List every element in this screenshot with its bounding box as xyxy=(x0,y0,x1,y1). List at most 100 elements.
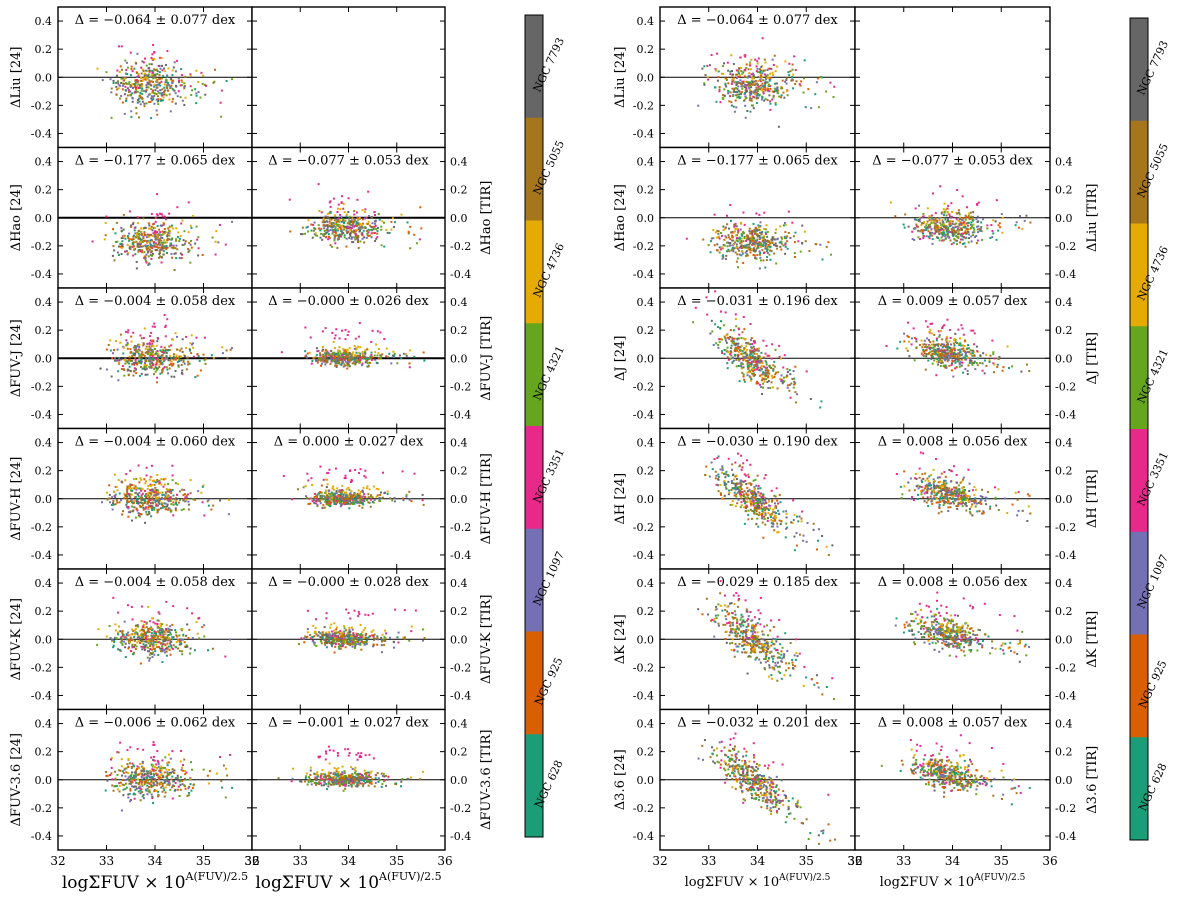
data-point xyxy=(136,788,138,790)
data-point xyxy=(118,357,120,359)
data-point xyxy=(152,652,154,654)
data-point xyxy=(165,335,167,337)
data-point xyxy=(180,222,182,224)
data-point xyxy=(359,361,361,363)
data-point xyxy=(134,253,136,255)
data-point xyxy=(139,349,141,351)
data-point xyxy=(395,782,397,784)
data-point xyxy=(121,245,123,247)
data-point xyxy=(156,345,158,347)
y-tick-label: 0.0 xyxy=(35,493,53,506)
data-point xyxy=(180,96,182,98)
data-point xyxy=(333,222,335,224)
data-point xyxy=(310,477,312,479)
data-point xyxy=(367,365,369,367)
data-point xyxy=(307,353,309,355)
data-point xyxy=(423,504,425,506)
data-point xyxy=(346,779,348,781)
data-point xyxy=(128,783,130,785)
data-point xyxy=(320,365,322,367)
data-point xyxy=(184,773,186,775)
data-point xyxy=(160,629,162,631)
data-point xyxy=(381,651,383,653)
data-point xyxy=(134,644,136,646)
data-point xyxy=(180,760,182,762)
data-point xyxy=(185,240,187,242)
data-point xyxy=(166,74,168,76)
data-point xyxy=(156,109,158,111)
data-point xyxy=(159,776,161,778)
data-point xyxy=(336,779,338,781)
data-point xyxy=(358,336,360,338)
data-point xyxy=(132,243,134,245)
y-axis-label: ΔFUV-J [24] xyxy=(9,319,24,397)
data-point xyxy=(173,353,175,355)
data-point xyxy=(364,211,366,213)
data-point xyxy=(312,237,314,239)
data-point xyxy=(171,750,173,752)
data-point xyxy=(322,507,324,509)
data-point xyxy=(327,499,329,501)
data-point xyxy=(396,636,398,638)
data-point xyxy=(371,778,373,780)
data-point xyxy=(352,225,354,227)
data-point xyxy=(157,630,159,632)
data-point xyxy=(362,218,364,220)
data-point xyxy=(354,501,356,503)
data-point xyxy=(192,499,194,501)
data-point xyxy=(297,488,299,490)
data-point xyxy=(190,761,192,763)
data-point xyxy=(344,780,346,782)
data-point xyxy=(358,611,360,613)
data-point xyxy=(365,633,367,635)
data-point xyxy=(170,634,172,636)
data-point xyxy=(156,623,158,625)
data-point xyxy=(335,334,337,336)
data-point xyxy=(346,635,348,637)
data-point xyxy=(144,327,146,329)
data-point xyxy=(304,326,306,328)
data-point xyxy=(349,631,351,633)
data-point xyxy=(146,78,148,80)
data-point xyxy=(345,338,347,340)
data-point xyxy=(179,490,181,492)
data-point xyxy=(283,475,285,477)
data-point xyxy=(151,255,153,257)
data-point xyxy=(145,636,147,638)
data-point xyxy=(362,238,364,240)
data-point xyxy=(139,95,141,97)
data-point xyxy=(340,503,342,505)
data-point xyxy=(394,609,396,611)
data-point xyxy=(361,631,363,633)
data-point xyxy=(344,491,346,493)
data-point xyxy=(172,227,174,229)
data-point xyxy=(117,633,119,635)
data-point xyxy=(207,649,209,651)
data-point xyxy=(231,787,233,789)
data-point xyxy=(371,330,373,332)
data-point xyxy=(394,353,396,355)
data-point xyxy=(188,231,190,233)
data-point xyxy=(148,772,150,774)
data-point xyxy=(354,469,356,471)
data-point xyxy=(164,216,166,218)
data-point xyxy=(155,504,157,506)
data-point xyxy=(172,363,174,365)
data-point xyxy=(390,228,392,230)
data-point xyxy=(323,217,325,219)
y-tick-label: 0.4 xyxy=(450,156,468,169)
data-point xyxy=(374,214,376,216)
data-point xyxy=(122,789,124,791)
data-point xyxy=(305,355,307,357)
data-point xyxy=(143,621,145,623)
data-point xyxy=(137,624,139,626)
panel-frame xyxy=(252,7,445,148)
data-point xyxy=(179,650,181,652)
data-point xyxy=(148,228,150,230)
data-point xyxy=(343,222,345,224)
data-point xyxy=(340,494,342,496)
data-point xyxy=(387,493,389,495)
data-point xyxy=(348,197,350,199)
data-point xyxy=(140,231,142,233)
data-point xyxy=(349,470,351,472)
